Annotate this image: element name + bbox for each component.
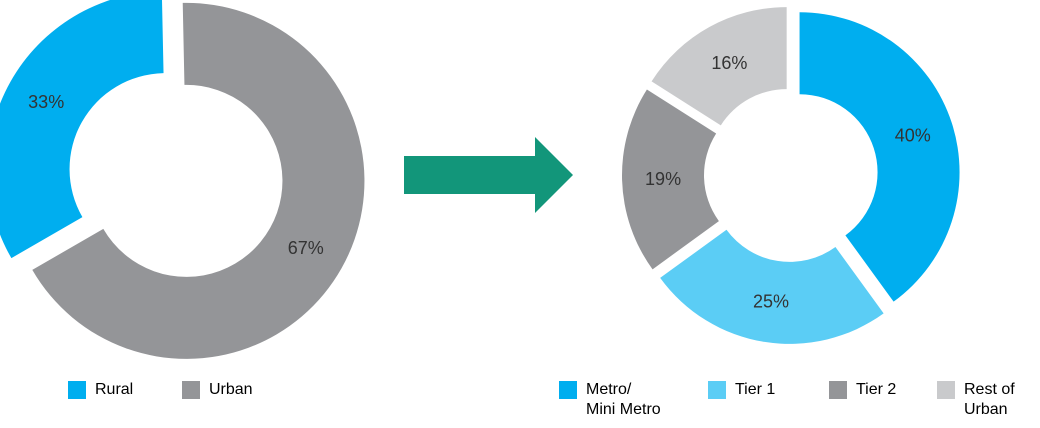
legend-item-rural: Rural (68, 380, 133, 400)
data-label-tier-1: 25% (753, 291, 789, 311)
legend-item-tier-2: Tier 2 (829, 380, 896, 400)
legend-swatch (829, 381, 847, 399)
legend-swatch (708, 381, 726, 399)
slice-tier-2 (622, 89, 719, 270)
legend-item-rest-of-urban: Rest of Urban (937, 380, 1015, 420)
legend-swatch (68, 381, 86, 399)
slice-rural (0, 0, 164, 259)
legend-label: Rural (95, 381, 134, 398)
legend-item-metro-mini-metro: Metro/ Mini Metro (559, 380, 661, 420)
legend-label: Rest of Urban (964, 381, 1015, 418)
slice-rest-of-urban (651, 7, 787, 126)
data-label-urban: 67% (288, 238, 324, 258)
legend-item-urban: Urban (182, 380, 253, 400)
legend-label: Urban (209, 381, 253, 398)
rural-urban-donut: 33% 67% (0, 0, 365, 359)
legend-label: Tier 2 (856, 381, 897, 398)
data-label-tier-2: 19% (645, 169, 681, 189)
data-label-metro-mini-metro: 40% (895, 125, 931, 145)
slice-tier-1 (660, 229, 884, 344)
urban-split-donut: 40% 25% 19% 16% (622, 7, 960, 344)
legend-swatch (182, 381, 200, 399)
right-arrow-icon (404, 137, 573, 213)
legend-item-tier-1: Tier 1 (708, 380, 775, 400)
data-label-rural: 33% (28, 92, 64, 112)
legend-swatch (937, 381, 955, 399)
legend-label: Metro/ Mini Metro (586, 381, 661, 418)
slice-urban (32, 2, 365, 359)
data-label-rest-of-urban: 16% (711, 53, 747, 73)
legend-swatch (559, 381, 577, 399)
slice-metro-mini-metro (799, 12, 960, 302)
legend-label: Tier 1 (735, 381, 776, 398)
